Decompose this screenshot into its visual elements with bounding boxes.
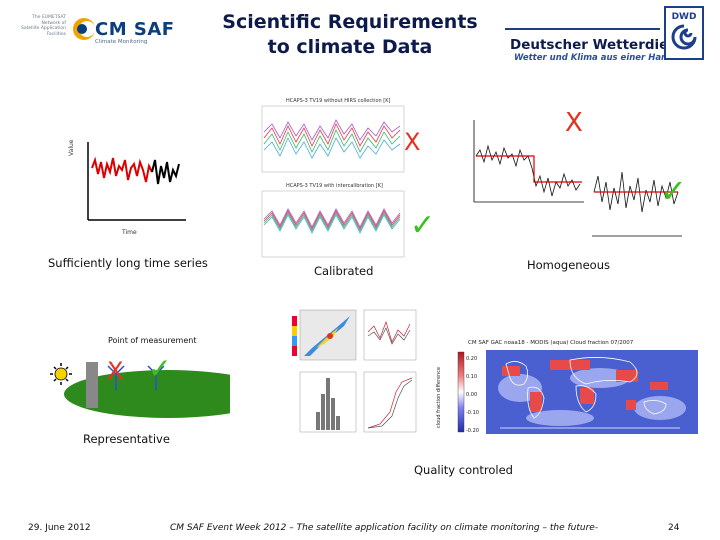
colorbar-tick: 0.20: [466, 356, 478, 362]
station-right-icon: [147, 365, 165, 390]
colorbar-tick: -0.20: [466, 428, 479, 434]
colorbar-ticks: 0.20 0.10 0.00 -0.10 -0.20: [466, 350, 479, 440]
cumulative-plot: [363, 371, 417, 433]
homogeneous-chart-2: [592, 171, 682, 237]
footer-event: CM SAF Event Week 2012 – The satellite a…: [170, 523, 599, 533]
station-left-icon: [107, 365, 125, 390]
representative-illustration: [50, 362, 230, 418]
calibrated-top-title: HCAPS-3 TV19 without HIRS collection [K]: [286, 98, 391, 104]
footer-date: 29. June 2012: [28, 523, 91, 533]
point-of-measurement-label: Point of measurement: [108, 336, 197, 345]
map-title: CM SAF GAC noaa18 - MODIS (aqua) Cloud f…: [468, 340, 634, 346]
timeseries-caption: Sufficiently long time series: [48, 256, 208, 270]
representative-caption: Representative: [83, 432, 170, 446]
histogram-plot: [299, 371, 357, 433]
scatter-density-plot: [292, 309, 357, 361]
colorbar-tick: -0.10: [466, 410, 479, 416]
homogeneous-check-mark: ✓: [660, 172, 687, 210]
dwd-subtitle: Wetter und Klima aus einer Hand: [514, 53, 674, 63]
small-line-plot: [363, 309, 417, 361]
calibrated-check-mark: ✓: [410, 208, 436, 243]
quality-small-charts: [290, 302, 420, 440]
calibrated-cross-mark: X: [404, 128, 421, 156]
timeseries-xlabel: Time: [122, 229, 137, 236]
colorbar-tick: 0.10: [466, 374, 478, 380]
calibrated-top-chart: HCAPS-3 TV19 without HIRS collection [K]: [238, 98, 406, 176]
homogeneous-caption: Homogeneous: [527, 258, 610, 272]
dwd-logo-icon: DWD: [664, 6, 704, 60]
dwd-name: Deutscher Wetterdienst: [510, 37, 693, 53]
dwd-logo-text: DWD: [672, 12, 697, 22]
colorbar-label: cloud fraction difference: [436, 366, 442, 428]
quality-caption: Quality controled: [414, 463, 513, 477]
cmsaf-subtitle: Climate Monitoring: [95, 39, 148, 45]
colorbar-tick: 0.00: [466, 392, 478, 398]
homogeneous-cross-mark: X: [565, 108, 583, 138]
representative-cross-mark: X: [107, 357, 124, 385]
homogeneous-chart-1: [473, 120, 584, 203]
building-icon: [86, 362, 98, 408]
calibrated-bottom-chart: HCAPS-3 TV19 with intercalibration [K]: [238, 183, 406, 261]
dwd-rule: [505, 28, 660, 30]
footer-page-number: 24: [668, 523, 680, 533]
page-title: Scientific Requirements to climate Data: [222, 11, 478, 58]
colorbar: [457, 351, 465, 433]
cmsaf-name: CM SAF: [95, 19, 175, 40]
cmsaf-network-text: The EUMETSAT Network of Satellite Applic…: [20, 15, 66, 37]
timeseries-plot: [87, 142, 186, 221]
cloud-fraction-map: CM SAF GAC noaa18 - MODIS (aqua) Cloud f…: [430, 340, 704, 436]
calibrated-caption: Calibrated: [314, 264, 374, 278]
representative-check-mark: ✓: [148, 352, 172, 385]
cmsaf-logo-icon: [73, 18, 94, 40]
timeseries-ylabel: Value: [68, 139, 75, 156]
sun-icon: [50, 363, 72, 385]
calibrated-bottom-title: HCAPS-3 TV19 with intercalibration [K]: [286, 183, 383, 189]
